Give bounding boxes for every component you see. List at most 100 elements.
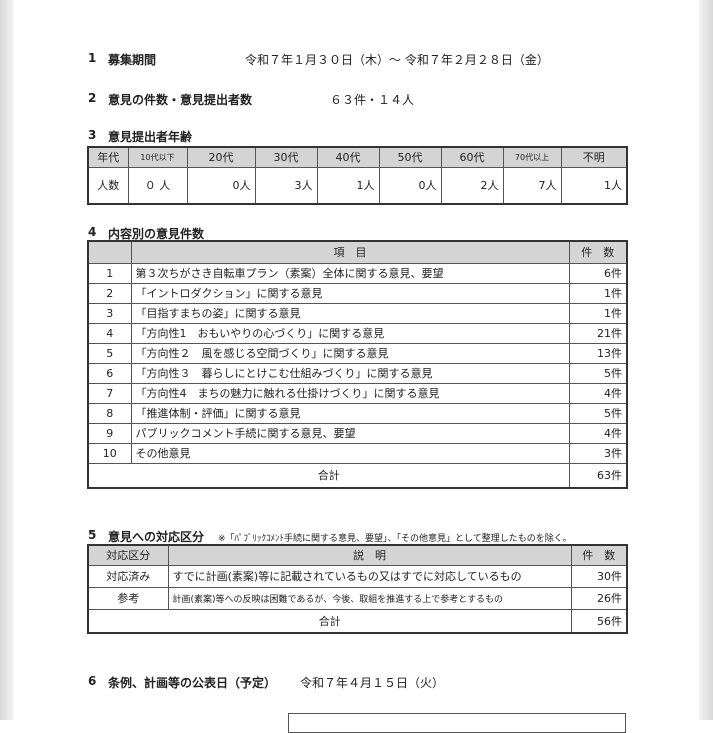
section-6-title: 条例、計画等の公表日（予定） <box>108 676 277 690</box>
row-number: 2 <box>87 282 132 304</box>
response-row: 対応済み すでに計画(素案)等に記載されているもの又はすでに対応しているもの 30件 <box>87 564 628 588</box>
content-row: 10 その他意見 3件 <box>87 442 628 464</box>
age-cell: 0人 <box>378 166 442 205</box>
section-5-number: 5 <box>88 528 97 542</box>
row-count: 4件 <box>568 382 628 404</box>
content-header <box>87 240 132 264</box>
section-3-number: 3 <box>88 128 97 142</box>
section-6-number: 6 <box>88 674 97 688</box>
content-row: 1 第３次ちがさき自転車プラン（素案）全体に関する意見、要望 6件 <box>87 262 628 284</box>
row-number: 7 <box>87 382 132 404</box>
row-number: 3 <box>87 302 132 324</box>
age-header: 60代 <box>440 146 504 168</box>
content-row: 3 「目指すまちの姿」に関する意見 1件 <box>87 302 628 324</box>
content-total-row: 合計 63件 <box>87 462 628 489</box>
age-header: 70代以上 <box>502 146 562 168</box>
age-header: 不明 <box>560 146 628 168</box>
section-1-title: 募集期間 <box>108 53 157 67</box>
total-label: 合計 <box>87 608 572 634</box>
publication-date: 令和７年４月１５日（火） <box>300 676 445 690</box>
page-edge-right <box>699 0 713 720</box>
response-description: 計画(素案)等への反映は困難であるが、今後、取組を推進する上で参考とするもの <box>167 586 572 610</box>
response-header: 件 数 <box>570 544 628 566</box>
content-header: 件 数 <box>568 240 628 264</box>
content-header-row: 項 目 件 数 <box>87 240 628 264</box>
age-header: 20代 <box>186 146 256 168</box>
opinion-count: ６３件・１４人 <box>330 93 415 107</box>
row-count: 1件 <box>568 302 628 324</box>
response-category: 対応済み <box>87 564 169 588</box>
section-4-title: 内容別の意見件数 <box>108 227 205 241</box>
content-row: 5 「方向性２ 風を感じる空間づくり」に関する意見 13件 <box>87 342 628 364</box>
response-total-row: 合計 56件 <box>87 608 628 634</box>
row-number: 4 <box>87 322 132 344</box>
row-number: 9 <box>87 422 132 444</box>
row-number: 5 <box>87 342 132 364</box>
total-label: 合計 <box>87 462 570 489</box>
response-description: すでに計画(素案)等に記載されているもの又はすでに対応しているもの <box>167 564 572 588</box>
age-table: 年代 10代以下 20代 30代 40代 50代 60代 70代以上 不明 人数… <box>87 146 628 205</box>
age-cell: 3人 <box>254 166 318 205</box>
age-cell: 2人 <box>440 166 504 205</box>
age-header: 50代 <box>378 146 442 168</box>
row-item: 「方向性1 おもいやりの心づくり」に関する意見 <box>130 322 570 344</box>
content-row: 4 「方向性1 おもいやりの心づくり」に関する意見 21件 <box>87 322 628 344</box>
row-item: 第３次ちがさき自転車プラン（素案）全体に関する意見、要望 <box>130 262 570 284</box>
age-cell: 1人 <box>316 166 380 205</box>
row-number: 10 <box>87 442 132 464</box>
section-5-note: ※「ﾊﾟﾌﾞﾘｯｸｺﾒﾝﾄ手続に関する意見、要望」、「その他意見」として整理した… <box>218 534 572 544</box>
age-cell: 人数 <box>87 166 129 205</box>
age-cell: 0人 <box>186 166 256 205</box>
row-count: 21件 <box>568 322 628 344</box>
section-5-title: 意見への対応区分 <box>108 530 205 544</box>
age-header: 40代 <box>316 146 380 168</box>
response-row: 参考 計画(素案)等への反映は困難であるが、今後、取組を推進する上で参考とするもの… <box>87 586 628 610</box>
section-1-number: 1 <box>88 51 97 65</box>
response-table: 対応区分 説 明 件 数 対応済み すでに計画(素案)等に記載されているもの又はす… <box>87 544 628 634</box>
row-count: 13件 <box>568 342 628 364</box>
section-2-title: 意見の件数・意見提出者数 <box>108 93 253 107</box>
row-count: 4件 <box>568 422 628 444</box>
section-3-title: 意見提出者年齢 <box>108 130 193 144</box>
response-header: 説 明 <box>167 544 572 566</box>
section-2-number: 2 <box>88 91 97 105</box>
age-header: 10代以下 <box>127 146 188 168</box>
content-row: 6 「方向性３ 暮らしにとけこむ仕組みづくり」に関する意見 5件 <box>87 362 628 384</box>
row-item: 「推進体制・評価」に関する意見 <box>130 402 570 424</box>
content-header: 項 目 <box>130 240 570 264</box>
row-item: 「方向性２ 風を感じる空間づくり」に関する意見 <box>130 342 570 364</box>
bottom-box <box>288 713 626 733</box>
row-item: 「イントロダクション」に関する意見 <box>130 282 570 304</box>
row-number: 6 <box>87 362 132 384</box>
total-count: 56件 <box>570 608 628 634</box>
age-header-row: 年代 10代以下 20代 30代 40代 50代 60代 70代以上 不明 <box>87 146 628 168</box>
response-category: 参考 <box>87 586 169 610</box>
content-row: 7 「方向性4 まちの魅力に触れる仕掛けづくり」に関する意見 4件 <box>87 382 628 404</box>
row-count: 3件 <box>568 442 628 464</box>
response-count: 26件 <box>570 586 628 610</box>
content-row: 9 パブリックコメント手続に関する意見、要望 4件 <box>87 422 628 444</box>
row-number: 1 <box>87 262 132 284</box>
age-cell: 1人 <box>560 166 628 205</box>
row-count: 1件 <box>568 282 628 304</box>
row-item: パブリックコメント手続に関する意見、要望 <box>130 422 570 444</box>
page-edge-left <box>0 0 14 720</box>
age-cell: 7人 <box>502 166 562 205</box>
age-header: 年代 <box>87 146 129 168</box>
section-4-number: 4 <box>88 225 97 239</box>
age-count-row: 人数 ０ 人 0人 3人 1人 0人 2人 7人 1人 <box>87 166 628 205</box>
row-number: 8 <box>87 402 132 424</box>
content-row: 2 「イントロダクション」に関する意見 1件 <box>87 282 628 304</box>
row-count: 6件 <box>568 262 628 284</box>
content-row: 8 「推進体制・評価」に関する意見 5件 <box>87 402 628 424</box>
response-count: 30件 <box>570 564 628 588</box>
response-header: 対応区分 <box>87 544 169 566</box>
row-count: 5件 <box>568 362 628 384</box>
content-table: 項 目 件 数 1 第３次ちがさき自転車プラン（素案）全体に関する意見、要望 6件 2… <box>87 240 628 489</box>
age-header: 30代 <box>254 146 318 168</box>
row-item: 「方向性３ 暮らしにとけこむ仕組みづくり」に関する意見 <box>130 362 570 384</box>
row-count: 5件 <box>568 402 628 424</box>
row-item: その他意見 <box>130 442 570 464</box>
recruitment-period: 令和７年１月３０日（木）～ 令和７年２月２８日（金） <box>245 53 549 67</box>
row-item: 「方向性4 まちの魅力に触れる仕掛けづくり」に関する意見 <box>130 382 570 404</box>
